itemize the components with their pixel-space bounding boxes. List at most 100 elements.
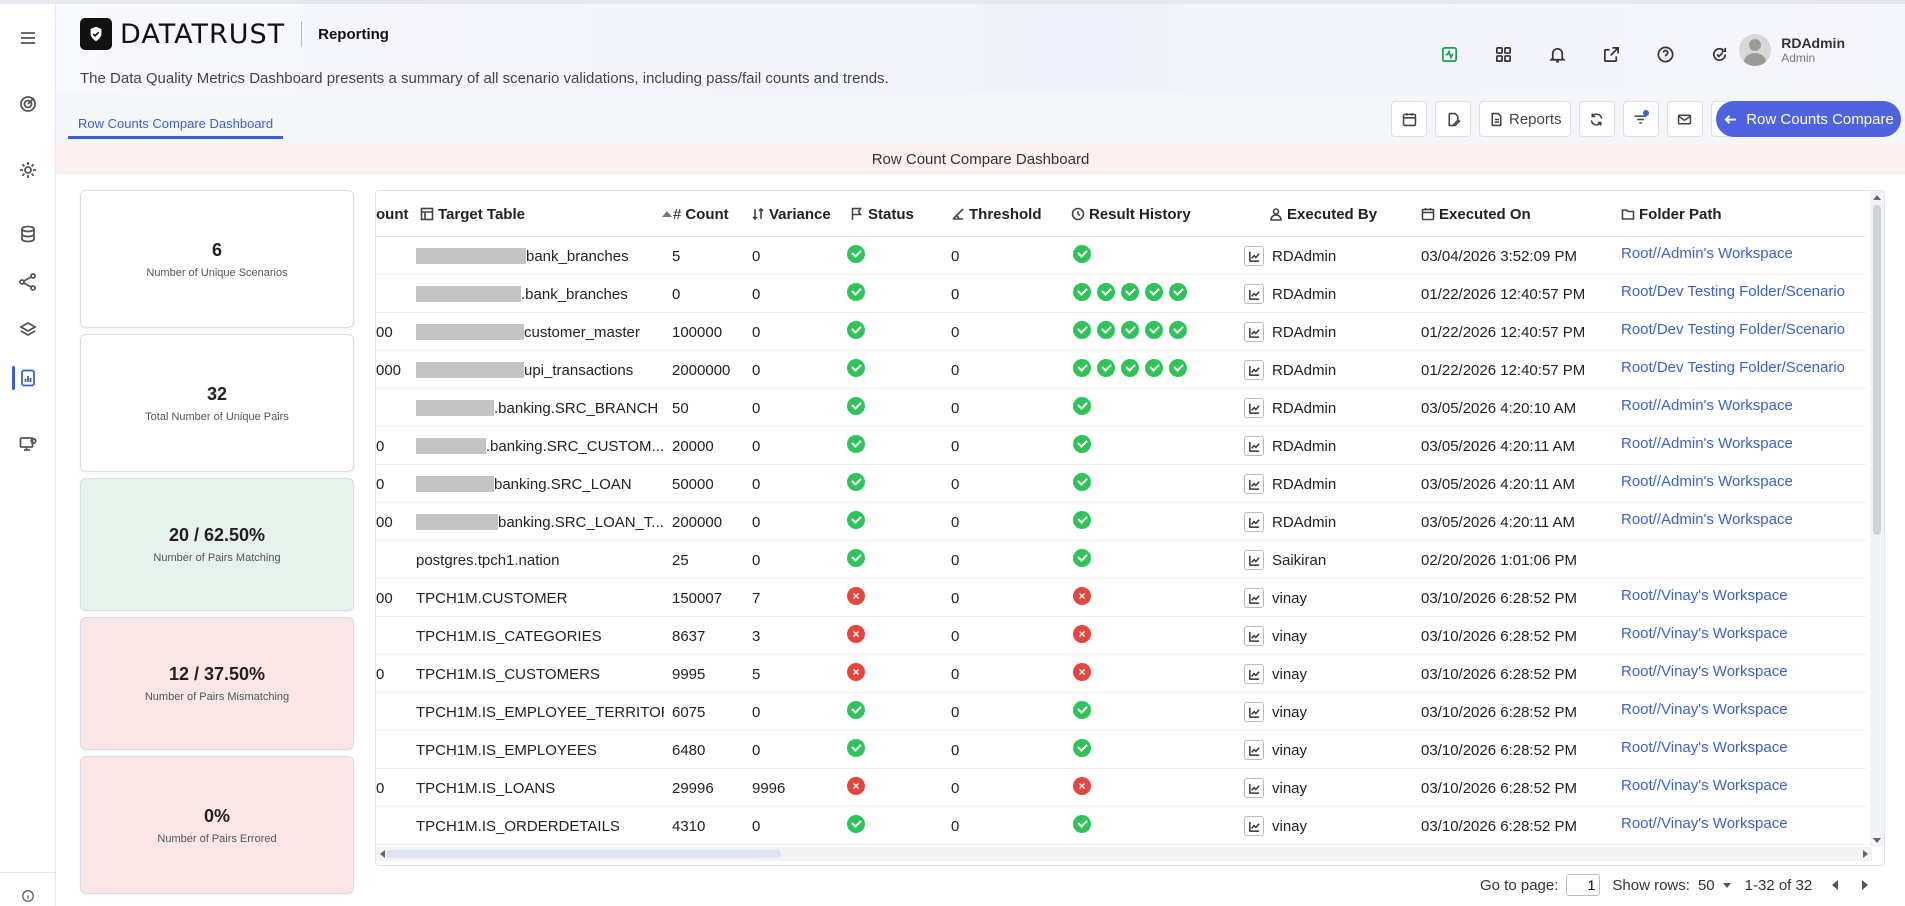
trend-chart-button[interactable] <box>1244 816 1264 836</box>
column-header-threshold[interactable]: Threshold <box>951 191 1042 237</box>
table-row[interactable]: 00 banking.SRC_LOAN_T... 200000 0 0 RDAd… <box>376 503 1866 541</box>
horizontal-scrollbar[interactable] <box>376 847 1872 861</box>
scrollbar-thumb[interactable] <box>1873 205 1881 535</box>
next-page-icon[interactable] <box>1858 878 1872 892</box>
layers-icon[interactable] <box>8 310 48 350</box>
table-row[interactable]: 00 customer_master 100000 0 0 RDAdmin 01… <box>376 313 1866 351</box>
tab-bar: Row Counts Compare Dashboard Reports Row… <box>56 94 1905 144</box>
app-logo[interactable]: DATATRUST Reporting <box>80 18 389 50</box>
hamburger-menu-icon[interactable] <box>8 18 48 58</box>
table-row[interactable]: 0 banking.SRC_LOAN 50000 0 0 RDAdmin 03/… <box>376 465 1866 503</box>
cell-folder-path-link[interactable]: Root//Admin's Workspace <box>1621 473 1793 490</box>
refresh-button[interactable] <box>1578 101 1615 137</box>
edit-report-button[interactable] <box>1435 101 1471 137</box>
calendar-button[interactable] <box>1391 101 1427 137</box>
table-row[interactable]: 000 upi_transactions 2000000 0 0 RDAdmin… <box>376 351 1866 389</box>
table-row[interactable]: 00 TPCH1M.CUSTOMER 150007 7 × 0 × vinay … <box>376 579 1866 617</box>
workflow-icon[interactable] <box>8 262 48 302</box>
table-row[interactable]: bank_branches 5 0 0 RDAdmin 03/04/2026 3… <box>376 237 1866 275</box>
trend-chart-button[interactable] <box>1244 512 1264 532</box>
table-row[interactable]: 0 TPCH1M.IS_CUSTOMERS 9995 5 × 0 × vinay… <box>376 655 1866 693</box>
table-row[interactable]: TPCH1M.IS_EMPLOYEES 6480 0 0 vinay 03/10… <box>376 731 1866 769</box>
trend-chart-button[interactable] <box>1244 284 1264 304</box>
trend-chart-button[interactable] <box>1244 664 1264 684</box>
trend-chart-button[interactable] <box>1244 436 1264 456</box>
scroll-left-arrow[interactable] <box>380 850 385 858</box>
apps-grid-icon[interactable] <box>1487 38 1519 70</box>
scroll-right-arrow[interactable] <box>1863 850 1868 858</box>
cell-folder-path-link[interactable]: Root//Admin's Workspace <box>1621 245 1793 262</box>
activity-icon[interactable] <box>1433 38 1465 70</box>
trend-chart-button[interactable] <box>1244 246 1264 266</box>
column-header-folder-path[interactable]: Folder Path <box>1621 191 1722 237</box>
trend-chart-button[interactable] <box>1244 474 1264 494</box>
scrollbar-thumb[interactable] <box>386 850 781 858</box>
column-header-result-history[interactable]: Result History <box>1071 191 1191 237</box>
monitor-settings-icon[interactable] <box>8 424 48 464</box>
table-row[interactable]: 0 .banking.SRC_CUSTOM... 20000 0 0 RDAdm… <box>376 427 1866 465</box>
settings-gear-icon[interactable] <box>8 150 48 190</box>
cell-folder-path-link[interactable] <box>1621 541 1866 579</box>
external-link-icon[interactable] <box>1595 38 1627 70</box>
column-header-executed-on[interactable]: Executed On <box>1421 191 1531 237</box>
sort-ascending-icon[interactable] <box>662 211 672 217</box>
cell-folder-path-link[interactable]: Root/Dev Testing Folder/Scenario <box>1621 321 1846 338</box>
trend-chart-button[interactable] <box>1244 322 1264 342</box>
cell-folder-path-link[interactable]: Root//Admin's Workspace <box>1621 435 1793 452</box>
trend-chart-button[interactable] <box>1244 740 1264 760</box>
trend-chart-button[interactable] <box>1244 360 1264 380</box>
cell-folder-path-link[interactable]: Root//Vinay's Workspace <box>1621 625 1788 642</box>
table-row[interactable]: TPCH1M.IS_EMPLOYEE_TERRITORIES 6075 0 0 … <box>376 693 1866 731</box>
table-row[interactable]: TPCH1M.IS_ORDERDETAILS 4310 0 0 vinay 03… <box>376 807 1866 845</box>
info-icon[interactable] <box>8 876 48 906</box>
trend-chart-button[interactable] <box>1244 702 1264 722</box>
cell-folder-path-link[interactable]: Root/Dev Testing Folder/Scenario <box>1621 359 1846 376</box>
cell-folder-path-link[interactable]: Root//Vinay's Workspace <box>1621 701 1788 718</box>
table-row[interactable]: .bank_branches 0 0 0 RDAdmin 01/22/2026 … <box>376 275 1866 313</box>
cell-folder-path-link[interactable]: Root/Dev Testing Folder/Scenario <box>1621 283 1846 300</box>
cell-folder-path-link[interactable]: Root//Vinay's Workspace <box>1621 739 1788 756</box>
column-header-status[interactable]: Status <box>850 191 914 237</box>
table-row[interactable]: .banking.SRC_BRANCH 50 0 0 RDAdmin 03/05… <box>376 389 1866 427</box>
tab-row-counts-compare-dashboard[interactable]: Row Counts Compare Dashboard <box>68 110 284 139</box>
table-row[interactable]: 0 TPCH1M.IS_LOANS 29996 9996 × 0 × vinay… <box>376 769 1866 807</box>
scroll-up-arrow[interactable] <box>1873 195 1881 200</box>
cell-folder-path-link[interactable]: Root//Vinay's Workspace <box>1621 587 1788 604</box>
notification-bell-icon[interactable] <box>1541 38 1573 70</box>
trend-chart-button[interactable] <box>1244 550 1264 570</box>
row-counts-compare-button[interactable]: Row Counts Compare <box>1716 101 1901 137</box>
cell-folder-path-link[interactable]: Root//Admin's Workspace <box>1621 511 1793 528</box>
column-header-count-prev[interactable]: ount <box>376 205 409 223</box>
database-icon[interactable] <box>8 214 48 254</box>
scroll-down-arrow[interactable] <box>1873 838 1881 843</box>
trend-chart-button[interactable] <box>1244 398 1264 418</box>
filter-button[interactable] <box>1622 101 1659 137</box>
email-button[interactable] <box>1666 101 1703 137</box>
help-icon[interactable] <box>1649 38 1681 70</box>
table-row[interactable]: TPCH1M.IS_CATEGORIES 8637 3 × 0 × vinay … <box>376 617 1866 655</box>
cell-folder-path-link[interactable]: Root//Vinay's Workspace <box>1621 815 1788 832</box>
reports-button[interactable]: Reports <box>1479 101 1571 137</box>
cell-folder-path-link[interactable]: Root//Admin's Workspace <box>1621 397 1793 414</box>
page-number-input[interactable] <box>1566 874 1601 896</box>
target-icon[interactable] <box>8 84 48 124</box>
table-row[interactable]: postgres.tpch1.nation 25 0 0 Saikiran 02… <box>376 541 1866 579</box>
refresh-check-icon[interactable] <box>1703 38 1735 70</box>
vertical-scrollbar[interactable] <box>1870 191 1884 847</box>
cell-folder-path-link[interactable]: Root//Vinay's Workspace <box>1621 663 1788 680</box>
user-menu[interactable]: RDAdmin Admin <box>1739 34 1845 66</box>
card-label: Number of Pairs Mismatching <box>144 691 290 703</box>
trend-chart-button[interactable] <box>1244 588 1264 608</box>
trend-chart-button[interactable] <box>1244 778 1264 798</box>
column-header-target-table[interactable]: Target Table <box>420 191 525 237</box>
column-header-count[interactable]: # Count <box>673 191 729 237</box>
column-header-executed-by[interactable]: Executed By <box>1269 191 1377 237</box>
trend-chart-button[interactable] <box>1244 626 1264 646</box>
column-header-variance[interactable]: Variance <box>751 191 831 237</box>
cell-executed-on: 01/22/2026 12:40:57 PM <box>1421 285 1586 303</box>
cell-folder-path-link[interactable]: Root//Vinay's Workspace <box>1621 777 1788 794</box>
previous-page-icon[interactable] <box>1828 878 1842 892</box>
reporting-icon[interactable] <box>8 358 48 398</box>
table-header: ount Target Table # Count Variance Statu… <box>376 191 1866 237</box>
rows-per-page-select[interactable]: 50 <box>1698 877 1731 894</box>
